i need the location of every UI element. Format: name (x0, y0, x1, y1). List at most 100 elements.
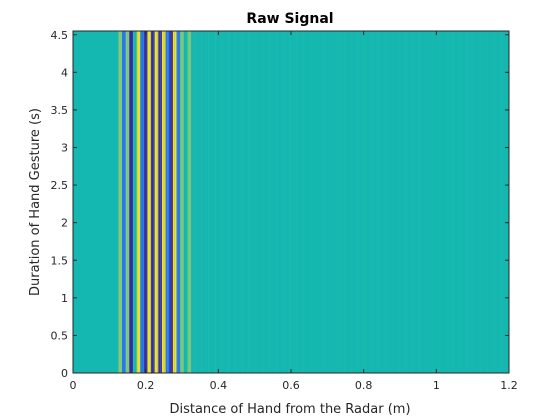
texture-stripe-69 (367, 31, 369, 373)
texture-stripe-47 (292, 31, 294, 373)
texture-stripe-33 (245, 31, 247, 373)
texture-stripe-6 (153, 31, 155, 373)
texture-stripe-95 (456, 31, 458, 373)
texture-stripe-28 (228, 31, 230, 373)
texture-stripe-26 (221, 31, 223, 373)
texture-stripe-56 (323, 31, 325, 373)
x-tick-label-4: 0.8 (355, 379, 373, 392)
texture-stripe-58 (330, 31, 332, 373)
texture-stripe-91 (442, 31, 444, 373)
signal-band-1 (118, 31, 123, 373)
texture-stripe-40 (269, 31, 271, 373)
texture-stripe-53 (313, 31, 315, 373)
texture-stripe-32 (241, 31, 243, 373)
texture-stripe-75 (388, 31, 390, 373)
texture-stripe-30 (235, 31, 237, 373)
texture-stripe-39 (265, 31, 267, 373)
x-axis-ticks: 0 0.2 0.4 0.6 0.8 1 1.2 (70, 31, 518, 392)
texture-stripe-82 (411, 31, 413, 373)
texture-stripe-1 (136, 31, 138, 373)
texture-stripe-38 (262, 31, 264, 373)
texture-stripe-55 (320, 31, 322, 373)
y-axis-ticks: 0 0.5 1 1.5 2 2.5 3 3.5 4 4.5 (51, 29, 509, 380)
texture-stripe-16 (187, 31, 189, 373)
texture-stripe-87 (428, 31, 430, 373)
y-axis-label: Duration of Hand Gesture (s) (28, 108, 43, 296)
chart-title: Raw Signal (246, 11, 333, 27)
y-tick-label-7: 3.5 (51, 104, 69, 117)
texture-stripe-12 (173, 31, 175, 373)
texture-stripe-66 (357, 31, 359, 373)
y-tick-label-6: 3 (61, 142, 68, 155)
texture-stripe-92 (445, 31, 447, 373)
texture-stripe-74 (384, 31, 386, 373)
signal-band-0 (114, 31, 119, 373)
texture-stripe-54 (316, 31, 318, 373)
texture-stripe-65 (354, 31, 356, 373)
texture-stripe-42 (275, 31, 277, 373)
y-tick-label-2: 1 (61, 292, 68, 305)
texture-stripe-71 (374, 31, 376, 373)
texture-stripe-98 (466, 31, 468, 373)
signal-band-12 (158, 31, 163, 373)
texture-stripe-41 (272, 31, 274, 373)
texture-stripe-4 (146, 31, 148, 373)
x-axis-label: Distance of Hand from the Radar (m) (169, 402, 410, 417)
plot-area (72, 30, 510, 374)
signal-band-5 (132, 31, 137, 373)
texture-stripe-93 (449, 31, 451, 373)
x-tick-label-6: 1.2 (500, 379, 518, 392)
texture-stripe-10 (167, 31, 169, 373)
texture-stripe-100 (473, 31, 475, 373)
texture-stripe-35 (252, 31, 254, 373)
x-tick-label-1: 0.2 (137, 379, 155, 392)
texture-stripe-72 (377, 31, 379, 373)
texture-stripe-105 (490, 31, 492, 373)
texture-stripe-102 (479, 31, 481, 373)
signal-band-17 (176, 31, 181, 373)
texture-stripe-18 (194, 31, 196, 373)
signal-band-9 (147, 31, 152, 373)
texture-stripe-34 (248, 31, 250, 373)
texture-stripe-60 (337, 31, 339, 373)
texture-stripe-104 (486, 31, 488, 373)
texture-stripe-90 (439, 31, 441, 373)
y-tick-label-9: 4.5 (51, 29, 69, 42)
texture-stripe-85 (422, 31, 424, 373)
signal-band-18 (180, 31, 184, 373)
signal-band-14 (165, 31, 170, 373)
texture-stripe-5 (150, 31, 152, 373)
x-tick-label-0: 0 (70, 379, 77, 392)
texture-stripe-8 (160, 31, 162, 373)
texture-stripe-23 (211, 31, 213, 373)
texture-stripe-14 (180, 31, 182, 373)
texture-stripe-19 (197, 31, 199, 373)
texture-stripe-109 (503, 31, 505, 373)
texture-stripe-27 (224, 31, 226, 373)
texture-stripe-84 (418, 31, 420, 373)
signal-band-6 (136, 31, 141, 373)
y-tick-label-0: 0 (61, 367, 68, 380)
signal-band-4 (129, 31, 133, 373)
texture-stripe-52 (309, 31, 311, 373)
x-tick-label-2: 0.4 (210, 379, 228, 392)
texture-stripe-108 (500, 31, 502, 373)
heatmap-texture (133, 31, 505, 373)
texture-stripe-76 (391, 31, 393, 373)
texture-stripe-17 (190, 31, 192, 373)
texture-stripe-3 (143, 31, 145, 373)
texture-stripe-21 (204, 31, 206, 373)
signal-band-20 (187, 31, 192, 373)
texture-stripe-81 (408, 31, 410, 373)
texture-stripe-57 (326, 31, 328, 373)
texture-stripe-49 (299, 31, 301, 373)
texture-stripe-62 (343, 31, 345, 373)
texture-stripe-106 (493, 31, 495, 373)
texture-stripe-0 (133, 31, 135, 373)
texture-stripe-22 (207, 31, 209, 373)
heatmap-bands (114, 31, 192, 373)
signal-band-2 (122, 31, 126, 373)
texture-stripe-89 (435, 31, 437, 373)
texture-stripe-11 (170, 31, 172, 373)
